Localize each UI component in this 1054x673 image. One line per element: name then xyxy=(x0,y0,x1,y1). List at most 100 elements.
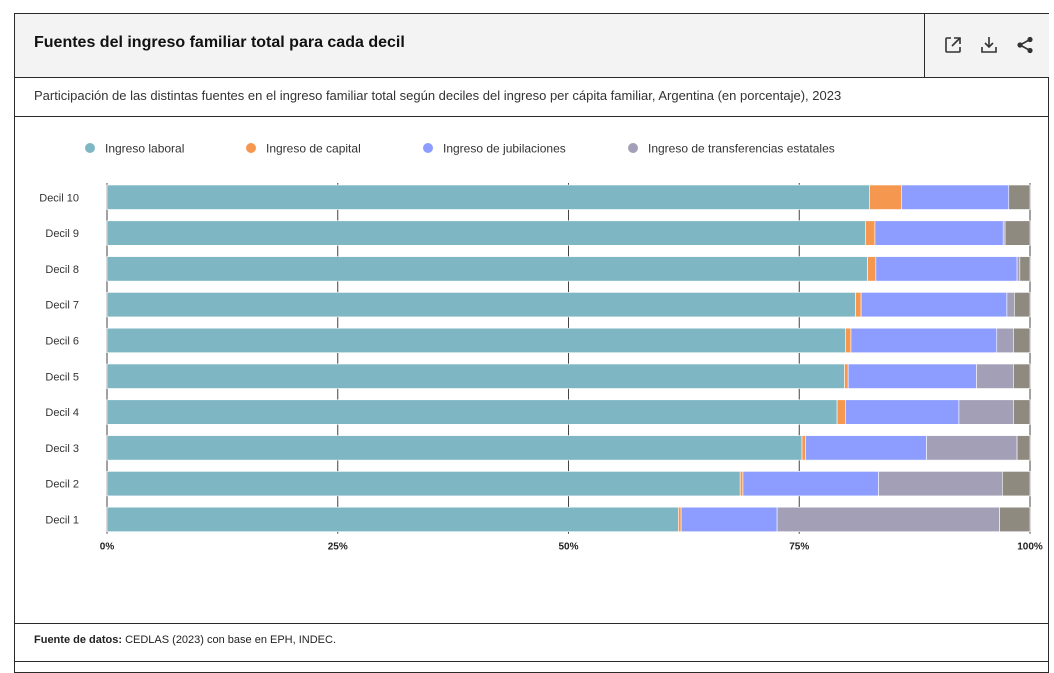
x-tick-label: 50% xyxy=(558,542,578,553)
bars xyxy=(106,184,1031,533)
bar-segment-otros[interactable] xyxy=(1019,256,1031,282)
bar-segment-jubilaciones[interactable] xyxy=(860,292,1008,318)
y-tick-label: Decil 7 xyxy=(45,300,79,312)
bar-segment-jubilaciones[interactable] xyxy=(875,256,1018,282)
bar-segment-capital[interactable] xyxy=(867,256,877,282)
share-button[interactable] xyxy=(1013,33,1037,57)
legend-item-ingreso-laboral[interactable]: Ingreso laboral xyxy=(85,142,184,156)
bar-segment-transferencias[interactable] xyxy=(958,399,1014,425)
bar-segment-otros[interactable] xyxy=(1013,363,1031,389)
bar-segment-capital[interactable] xyxy=(869,184,903,210)
legend-label: Ingreso laboral xyxy=(105,142,184,156)
bar-segment-otros[interactable] xyxy=(999,506,1031,533)
bar-segment-capital[interactable] xyxy=(678,506,682,533)
bar-segment-otros[interactable] xyxy=(1013,399,1031,425)
y-axis-labels: Decil 10 Decil 9 Decil 8 Decil 7 Decil 6 Deci… xyxy=(39,192,79,526)
bar-segment-jubilaciones[interactable] xyxy=(680,506,778,533)
chart-card: Fuentes del ingreso familiar total para … xyxy=(14,13,1049,673)
y-tick-label: Decil 10 xyxy=(39,192,79,204)
bar-segment-laboral[interactable] xyxy=(106,506,679,533)
y-tick-label: Decil 1 xyxy=(45,514,79,526)
x-tick-label: 100% xyxy=(1017,542,1043,553)
bar-segment-otros[interactable] xyxy=(1004,220,1031,246)
bar-decil-10[interactable] xyxy=(106,184,1031,210)
bar-segment-jubilaciones[interactable] xyxy=(742,471,879,497)
chart-subtitle: Participación de las distintas fuentes e… xyxy=(34,88,842,103)
legend-swatch xyxy=(628,143,638,153)
bar-segment-otros[interactable] xyxy=(1008,184,1031,210)
bar-segment-capital[interactable] xyxy=(836,399,846,425)
open-external-icon xyxy=(945,37,961,53)
legend-label: Ingreso de jubilaciones xyxy=(443,142,566,156)
bar-segment-capital[interactable] xyxy=(739,471,744,497)
legend-label: Ingreso de transferencias estatales xyxy=(648,142,835,156)
source-text: CEDLAS (2023) con base en EPH, INDEC. xyxy=(125,634,337,646)
bar-segment-jubilaciones[interactable] xyxy=(845,399,960,425)
x-tick-label: 0% xyxy=(100,542,115,553)
bar-decil-1[interactable] xyxy=(106,506,1031,533)
bar-segment-capital[interactable] xyxy=(844,363,849,389)
bar-segment-transferencias[interactable] xyxy=(1016,256,1021,282)
y-tick-label: Decil 9 xyxy=(45,228,79,240)
bar-segment-laboral[interactable] xyxy=(106,184,870,210)
y-tick-label: Decil 3 xyxy=(45,443,79,455)
bar-segment-transferencias[interactable] xyxy=(976,363,1014,389)
data-source: Fuente de datos: CEDLAS (2023) con base … xyxy=(34,634,336,646)
legend-item-ingreso-de-capital[interactable]: Ingreso de capital xyxy=(246,142,361,156)
bar-decil-2[interactable] xyxy=(106,471,1031,497)
bar-segment-transferencias[interactable] xyxy=(926,435,1018,461)
bar-segment-jubilaciones[interactable] xyxy=(874,220,1004,246)
source-label: Fuente de datos: xyxy=(34,634,123,646)
bar-segment-laboral[interactable] xyxy=(106,220,867,246)
bar-segment-laboral[interactable] xyxy=(106,399,838,425)
bar-decil-5[interactable] xyxy=(106,363,1031,389)
stacked-bar-chart: Ingreso laboral Ingreso de capital Ingreso… xyxy=(39,142,1043,553)
bar-segment-otros[interactable] xyxy=(1002,471,1031,497)
bar-segment-jubilaciones[interactable] xyxy=(850,327,998,353)
bar-segment-laboral[interactable] xyxy=(106,363,845,389)
download-button[interactable] xyxy=(977,33,1001,57)
y-tick-label: Decil 8 xyxy=(45,264,79,276)
bar-decil-4[interactable] xyxy=(106,399,1031,425)
x-tick-label: 25% xyxy=(328,542,348,553)
bar-segment-capital[interactable] xyxy=(855,292,862,318)
legend-swatch xyxy=(85,143,95,153)
bar-segment-laboral[interactable] xyxy=(106,256,868,282)
legend: Ingreso laboral Ingreso de capital Ingreso… xyxy=(85,142,835,156)
bar-segment-laboral[interactable] xyxy=(106,327,846,353)
legend-swatch xyxy=(246,143,256,153)
card-header: Fuentes del ingreso familiar total para … xyxy=(15,14,1049,78)
bar-segment-transferencias[interactable] xyxy=(878,471,1003,497)
open-external-button[interactable] xyxy=(941,33,965,57)
bar-decil-6[interactable] xyxy=(106,327,1031,353)
bar-decil-9[interactable] xyxy=(106,220,1031,246)
bar-segment-capital[interactable] xyxy=(865,220,876,246)
bar-segment-transferencias[interactable] xyxy=(1006,292,1015,318)
bar-segment-jubilaciones[interactable] xyxy=(847,363,977,389)
bar-segment-laboral[interactable] xyxy=(106,471,741,497)
bar-decil-3[interactable] xyxy=(106,435,1031,461)
bar-segment-capital[interactable] xyxy=(845,327,852,353)
subtitle-row: Participación de las distintas fuentes e… xyxy=(15,78,1048,117)
bar-segment-otros[interactable] xyxy=(1013,327,1031,353)
download-icon xyxy=(981,37,997,53)
legend-item-ingreso-de-jubilaciones[interactable]: Ingreso de jubilaciones xyxy=(423,142,566,156)
bar-segment-otros[interactable] xyxy=(1014,292,1031,318)
bar-segment-transferencias[interactable] xyxy=(996,327,1014,353)
y-tick-label: Decil 2 xyxy=(45,479,79,491)
y-tick-label: Decil 4 xyxy=(45,407,79,419)
bar-segment-laboral[interactable] xyxy=(106,292,856,318)
bar-segment-capital[interactable] xyxy=(801,435,807,461)
bar-decil-8[interactable] xyxy=(106,256,1031,282)
y-tick-label: Decil 6 xyxy=(45,335,79,347)
bar-segment-jubilaciones[interactable] xyxy=(901,184,1010,210)
legend-label: Ingreso de capital xyxy=(266,142,361,156)
bar-decil-7[interactable] xyxy=(106,292,1031,318)
y-tick-label: Decil 5 xyxy=(45,371,79,383)
bar-segment-jubilaciones[interactable] xyxy=(805,435,927,461)
bar-segment-transferencias[interactable] xyxy=(776,506,1000,533)
legend-item-ingreso-de-transferencias-estatales[interactable]: Ingreso de transferencias estatales xyxy=(628,142,835,156)
toolbar xyxy=(924,14,1049,77)
bar-segment-otros[interactable] xyxy=(1016,435,1031,461)
bar-segment-laboral[interactable] xyxy=(106,435,803,461)
